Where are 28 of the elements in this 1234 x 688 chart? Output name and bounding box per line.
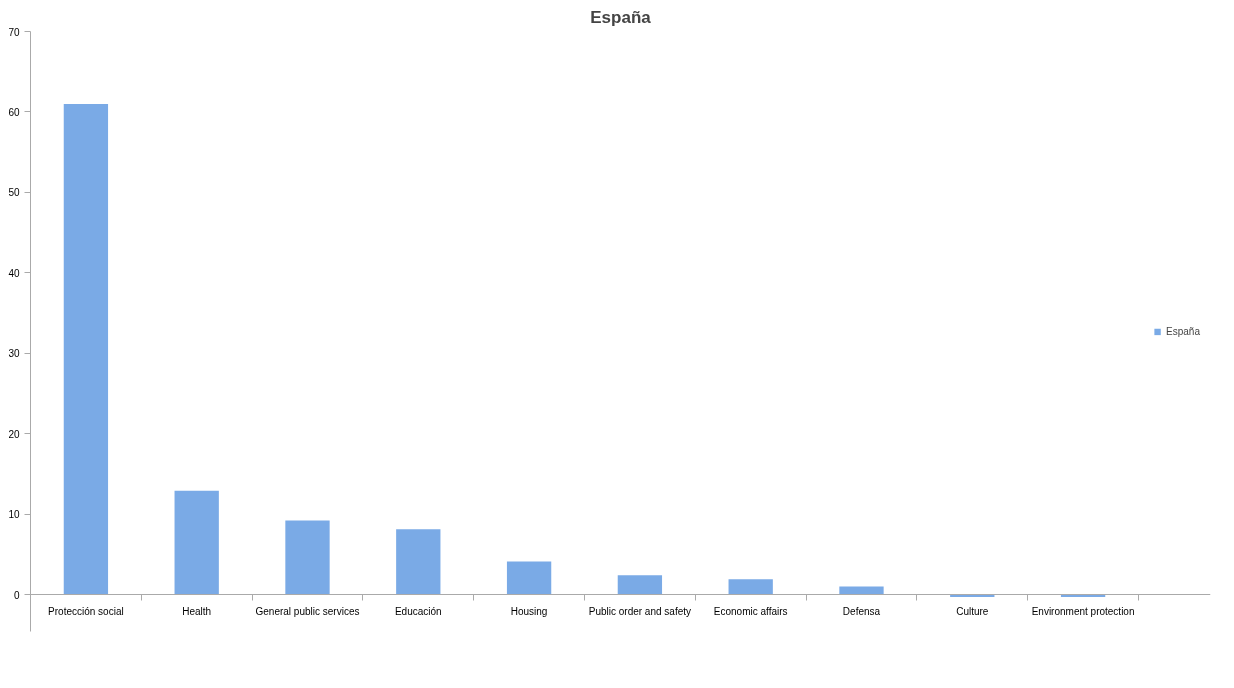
x-tick-label: Culture <box>956 605 989 617</box>
y-tick-label: 20 <box>8 428 20 440</box>
bar <box>617 575 663 595</box>
x-tick-label: Housing <box>510 605 548 617</box>
y-tick-label: 10 <box>8 509 20 521</box>
y-tick-label: 30 <box>8 348 20 360</box>
x-tick-label: Health <box>182 605 212 617</box>
bar <box>174 490 219 595</box>
x-tick-label: Protección social <box>48 605 124 617</box>
y-tick-label: 0 <box>13 589 20 601</box>
legend-label: España <box>1166 325 1200 337</box>
bar <box>285 520 330 595</box>
bar <box>728 579 773 595</box>
x-tick-label: Defensa <box>842 605 881 617</box>
x-tick-label: Public order and safety <box>588 605 692 617</box>
y-tick-label: 60 <box>8 106 20 118</box>
y-tick-label: 40 <box>8 267 20 279</box>
x-tick-label: Economic affairs <box>713 605 788 617</box>
y-tick-label: 70 <box>8 26 20 38</box>
x-tick-label: General public services <box>255 605 360 617</box>
bar <box>63 103 109 595</box>
bar <box>839 586 884 595</box>
bar <box>506 561 552 595</box>
x-tick-label: Educación <box>394 605 442 617</box>
bar <box>396 529 441 595</box>
x-tick-label: Environment protection <box>1031 605 1135 617</box>
chart-title: España <box>590 7 652 27</box>
y-tick-label: 50 <box>8 187 20 199</box>
